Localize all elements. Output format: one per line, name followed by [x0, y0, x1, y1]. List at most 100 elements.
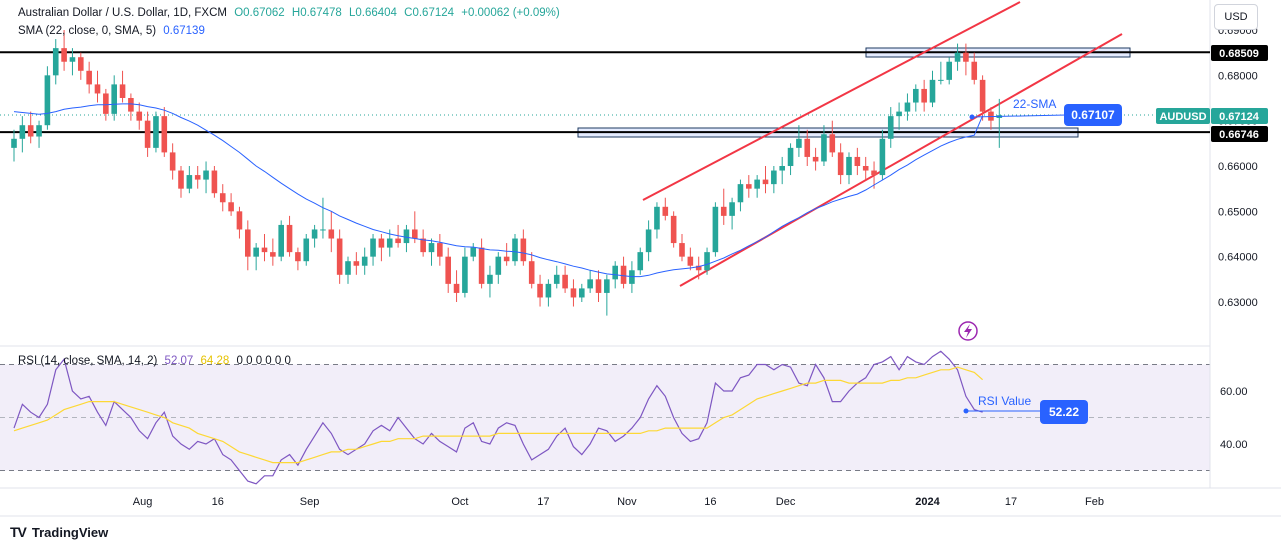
rsi-badge[interactable]	[1040, 400, 1088, 424]
candle	[804, 129, 811, 166]
candle	[412, 211, 418, 244]
price-tick-label: 0.64000	[1218, 252, 1258, 264]
candle	[437, 234, 443, 266]
candle	[862, 156, 869, 180]
sma-annotation-dot	[969, 114, 975, 120]
price-tick-label: 0.65000	[1218, 206, 1258, 218]
candle	[420, 229, 426, 257]
candle	[695, 256, 702, 280]
candle	[286, 215, 293, 257]
candle	[169, 143, 176, 180]
resistance-price-tag-text: 0.68509	[1219, 48, 1259, 60]
resistance-price-tag	[1211, 45, 1268, 61]
sma-badge[interactable]	[1064, 104, 1122, 126]
candle	[236, 206, 243, 239]
low-value: L0.66404	[348, 7, 397, 19]
candle	[971, 52, 978, 85]
candle	[136, 102, 143, 130]
rsi-legend[interactable]: RSI (14, close, SMA, 14, 2) 52.07 64.28 …	[18, 355, 295, 367]
time-tick-label: Feb	[1085, 496, 1104, 508]
last-price-tag-text: 0.67124	[1219, 111, 1260, 123]
candle	[78, 52, 84, 80]
sma-legend[interactable]: SMA (22, close, 0, SMA, 5) 0.67139	[18, 25, 209, 37]
rsi-legend-extra: 0 0 0 0 0 0	[236, 355, 291, 367]
time-tick-label: 2024	[915, 496, 940, 508]
candle	[19, 116, 26, 153]
candle	[27, 111, 34, 144]
rsi-legend-value: 52.07	[164, 355, 194, 367]
main-legend[interactable]: Australian Dollar / U.S. Dollar, 1D, FXC…	[18, 7, 564, 19]
lightning-icon[interactable]	[958, 321, 978, 341]
candle	[570, 279, 577, 307]
sma-annotation-text: 22-SMA	[1013, 97, 1056, 111]
candle	[128, 93, 134, 121]
candle	[495, 252, 502, 284]
candle	[52, 39, 59, 85]
open-value: O0.67062	[234, 7, 285, 19]
symbol-description: Australian Dollar / U.S. Dollar, 1D, FXC…	[18, 7, 227, 19]
candle	[904, 93, 911, 121]
candle	[604, 274, 610, 316]
candle	[378, 234, 385, 262]
time-tick-label: Sep	[300, 496, 320, 508]
sma-legend-value: 0.67139	[163, 25, 205, 37]
candle	[796, 125, 802, 157]
candle	[11, 129, 17, 162]
candle	[186, 166, 193, 194]
candle	[979, 75, 986, 121]
currency-button[interactable]: USD	[1214, 4, 1258, 30]
candle	[219, 184, 226, 212]
candle	[211, 166, 218, 198]
time-tick-label: Nov	[617, 496, 637, 508]
candle	[829, 120, 836, 157]
candle	[762, 166, 769, 194]
time-tick-label: 17	[537, 496, 549, 508]
candle	[119, 70, 126, 103]
candle	[278, 220, 284, 262]
candle	[879, 129, 886, 180]
candle	[963, 43, 969, 76]
rsi-axis[interactable]: 60.00 40.00	[1220, 386, 1248, 451]
channel-upper-line[interactable]	[642, 1, 1021, 201]
candle	[854, 147, 861, 176]
rsi-tick-label: 60.00	[1220, 386, 1248, 398]
sma-legend-label: SMA (22, close, 0, SMA, 5)	[18, 25, 157, 37]
candle	[562, 265, 568, 293]
candle	[270, 238, 276, 266]
candle	[295, 247, 301, 271]
candle	[44, 66, 51, 130]
candle	[94, 70, 101, 103]
candle	[161, 107, 168, 157]
candle	[712, 202, 719, 257]
candle	[846, 152, 852, 185]
candle	[303, 234, 310, 266]
candle	[871, 161, 877, 189]
rsi-tick-label: 40.00	[1220, 439, 1248, 451]
candle	[545, 279, 552, 307]
price-tick-label: 0.66000	[1218, 161, 1258, 173]
candle	[779, 156, 785, 185]
support-price-tag	[1211, 126, 1268, 142]
candle-series	[11, 30, 1003, 316]
candle	[537, 274, 543, 307]
candle	[178, 166, 184, 198]
candle	[670, 211, 677, 248]
candle	[913, 84, 919, 112]
sma-line	[13, 103, 984, 278]
channel-lower-line[interactable]	[679, 33, 1123, 287]
time-tick-label: Aug	[133, 496, 153, 508]
candle	[445, 247, 451, 293]
tradingview-branding[interactable]: TV TradingView	[10, 524, 108, 540]
candle	[328, 211, 335, 253]
candle	[746, 175, 752, 198]
symbol-tag	[1156, 108, 1210, 124]
change-value: +0.00062 (+0.09%)	[461, 7, 560, 19]
candle	[61, 30, 67, 71]
candle	[553, 265, 560, 289]
candle	[787, 143, 794, 176]
brand-name: TradingView	[31, 524, 109, 540]
candle	[428, 238, 435, 266]
time-axis[interactable]: Aug 16 Sep Oct 17 Nov 16 Dec 2024 17 Feb	[133, 496, 1104, 508]
candle	[821, 125, 827, 166]
